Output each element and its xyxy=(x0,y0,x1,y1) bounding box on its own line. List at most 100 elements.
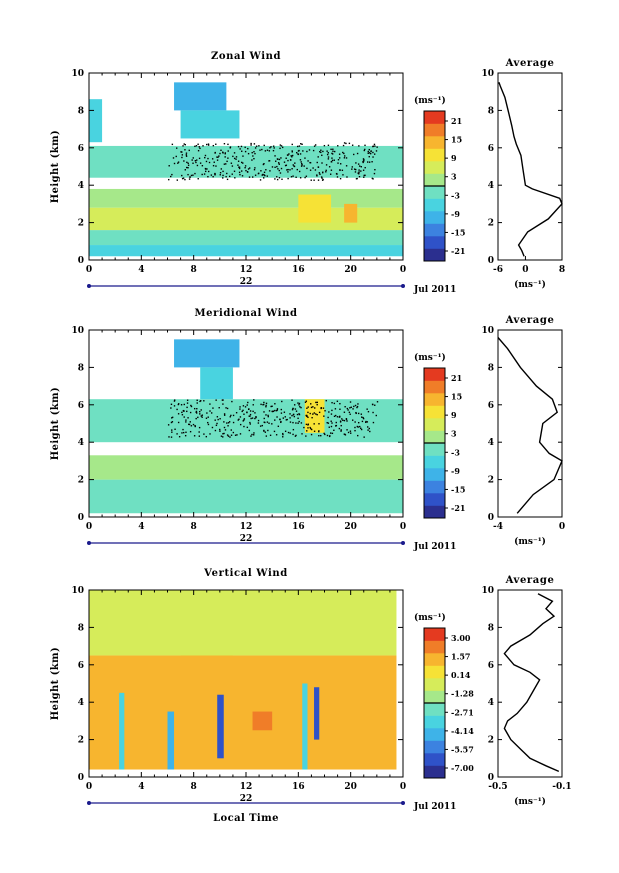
colorbar-tick-label: 3 xyxy=(451,429,457,439)
contour-dot xyxy=(198,426,201,429)
contour-dot xyxy=(319,151,321,153)
contour-dot xyxy=(291,168,293,170)
colorbar-unit: (ms⁻¹) xyxy=(414,352,446,363)
contour-dot xyxy=(321,179,324,181)
heatmap-cell xyxy=(89,245,403,257)
contour-dot xyxy=(255,416,257,418)
contour-dot xyxy=(230,162,233,164)
contour-dot xyxy=(339,402,341,405)
contour-dot xyxy=(374,404,376,406)
contour-dot xyxy=(183,143,185,145)
contour-dot xyxy=(270,405,272,408)
contour-dot xyxy=(260,403,262,406)
contour-dot xyxy=(218,406,220,409)
contour-dot xyxy=(276,409,279,411)
colorbar-swatch xyxy=(424,368,445,381)
contour-dot xyxy=(362,169,365,171)
contour-dot xyxy=(357,421,360,424)
contour-dot xyxy=(222,436,224,438)
contour-dot xyxy=(188,423,190,426)
heatmap-cell xyxy=(89,479,403,514)
contour-dot xyxy=(181,174,183,177)
contour-dot xyxy=(242,405,245,407)
contour-dot xyxy=(271,166,274,168)
heatmap-cell xyxy=(89,145,403,178)
contour-dot xyxy=(333,159,335,161)
contour-dot xyxy=(220,435,223,437)
contour-dot xyxy=(354,421,356,423)
contour-dot xyxy=(334,414,337,417)
contour-dot xyxy=(283,161,286,163)
contour-dot xyxy=(243,413,245,415)
colorbar-unit: (ms⁻¹) xyxy=(414,612,446,623)
contour-dot xyxy=(294,435,297,437)
contour-dot xyxy=(274,419,276,421)
contour-dot xyxy=(316,174,318,176)
contour-dot xyxy=(364,144,366,147)
contour-dot xyxy=(244,406,247,408)
colorbar-swatch xyxy=(424,418,445,431)
average-y-tick-label: 6 xyxy=(488,144,494,154)
contour-dot xyxy=(217,418,219,421)
contour-dot xyxy=(262,163,265,166)
contour-dot xyxy=(222,170,224,173)
contour-dot xyxy=(232,155,234,158)
average-y-tick-label: 6 xyxy=(488,401,494,411)
contour-dot xyxy=(335,421,337,424)
contour-dot xyxy=(322,150,324,153)
contour-dot xyxy=(282,417,285,419)
contour-dot xyxy=(285,419,288,421)
contour-dot xyxy=(187,167,189,169)
contour-dot xyxy=(246,426,249,429)
contour-dot xyxy=(280,157,282,159)
colorbar-tick-label: -15 xyxy=(451,484,465,494)
contour-dot xyxy=(180,404,183,406)
y-tick-label: 6 xyxy=(78,661,84,671)
contour-dot xyxy=(331,409,333,412)
contour-dot xyxy=(362,161,364,164)
contour-dot xyxy=(298,420,300,423)
contour-dot xyxy=(261,424,264,427)
contour-dot xyxy=(372,411,374,414)
contour-dot xyxy=(184,143,187,146)
contour-dot xyxy=(228,421,231,423)
contour-dot xyxy=(302,150,304,152)
contour-dot xyxy=(316,401,318,404)
y-tick-label: 0 xyxy=(78,513,84,523)
contour-dot xyxy=(212,144,215,147)
contour-dot xyxy=(268,410,271,412)
contour-dot xyxy=(255,416,257,419)
contour-dot xyxy=(273,430,276,433)
contour-dot xyxy=(312,413,314,415)
colorbar-swatch xyxy=(424,753,445,766)
contour-dot xyxy=(328,426,330,428)
contour-dot xyxy=(346,407,349,410)
contour-dot xyxy=(176,408,178,411)
average-frame xyxy=(497,589,563,778)
contour-dot xyxy=(328,166,331,168)
contour-dot xyxy=(356,406,358,409)
day-label: 22 xyxy=(240,534,253,544)
colorbar-tick-label: 1.57 xyxy=(451,652,470,662)
contour-dot xyxy=(365,421,367,424)
contour-dot xyxy=(367,150,369,153)
contour-dot xyxy=(250,417,252,420)
contour-dot xyxy=(359,425,361,428)
contour-dot xyxy=(301,163,303,165)
contour-dot xyxy=(201,173,203,176)
average-y-tick-label: 2 xyxy=(488,476,494,486)
contour-dot xyxy=(326,434,329,437)
contour-dot xyxy=(284,430,287,432)
contour-dot xyxy=(201,414,204,416)
heatmap-cell xyxy=(167,711,175,770)
contour-dot xyxy=(327,422,330,424)
contour-dot xyxy=(246,404,248,406)
contour-dot xyxy=(247,152,250,155)
colorbar-swatch xyxy=(424,505,445,519)
contour-dot xyxy=(324,410,326,412)
contour-dot xyxy=(340,424,342,427)
contour-dot xyxy=(216,159,219,161)
heatmap-cell xyxy=(252,711,273,731)
y-axis-label: Height (km) xyxy=(50,387,61,460)
contour-dot xyxy=(265,404,267,407)
